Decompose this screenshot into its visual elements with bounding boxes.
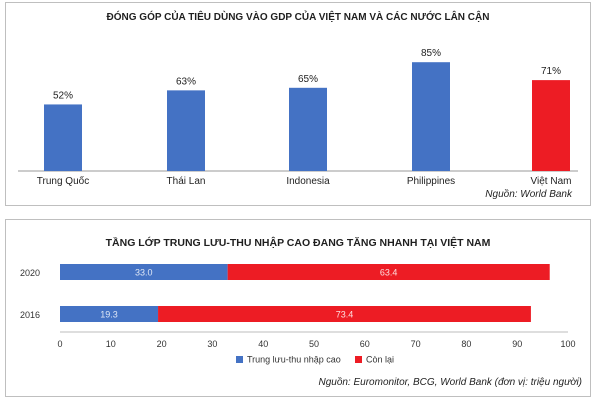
bar: [412, 62, 450, 172]
category-label: Indonesia: [286, 176, 330, 187]
category-label: Philippines: [407, 176, 455, 187]
bar: [167, 90, 205, 171]
tick-label: 10: [106, 339, 116, 349]
chart-source: Nguồn: World Bank: [485, 188, 573, 200]
category-label: 2020: [20, 268, 40, 278]
tick-label: 70: [411, 339, 421, 349]
bar: [532, 80, 570, 171]
chart-title: ĐÓNG GÓP CỦA TIÊU DÙNG VÀO GDP CỦA VIỆT …: [107, 10, 490, 23]
tick-label: 40: [258, 339, 268, 349]
bar-segment: [158, 306, 531, 322]
tick-label: 100: [560, 339, 575, 349]
data-label: 33.0: [135, 268, 153, 278]
chart-source: Nguồn: Euromonitor, BCG, World Bank (đơn…: [318, 376, 582, 388]
data-label: 63.4: [380, 268, 398, 278]
bar: [44, 104, 82, 171]
middle-class-chart-panel: TẦNG LỚP TRUNG LƯU-THU NHẬP CAO ĐANG TĂN…: [5, 219, 591, 397]
category-label: Thái Lan: [167, 176, 206, 187]
tick-label: 30: [207, 339, 217, 349]
tick-label: 0: [57, 339, 62, 349]
middle-class-stacked-bar-chart: TẦNG LỚP TRUNG LƯU-THU NHẬP CAO ĐANG TĂN…: [20, 236, 582, 388]
bar-segment: [60, 306, 159, 322]
legend-label: Trung lưu-thu nhập cao: [247, 355, 341, 365]
legend-swatch: [355, 356, 362, 363]
consumption-chart-panel: ĐÓNG GÓP CỦA TIÊU DÙNG VÀO GDP CỦA VIỆT …: [5, 2, 591, 206]
tick-label: 60: [360, 339, 370, 349]
bar-segment: [227, 264, 550, 280]
data-label: 73.4: [336, 310, 354, 320]
data-label: 71%: [541, 66, 561, 77]
category-label: 2016: [20, 310, 40, 320]
legend-swatch: [236, 356, 243, 363]
data-label: 63%: [176, 76, 196, 87]
data-label: 52%: [53, 90, 73, 101]
data-label: 65%: [298, 74, 318, 85]
bar-segment: [60, 264, 228, 280]
bar: [289, 87, 327, 171]
category-label: Việt Nam: [531, 176, 572, 187]
consumption-bar-chart: ĐÓNG GÓP CỦA TIÊU DÙNG VÀO GDP CỦA VIỆT …: [18, 10, 578, 200]
tick-label: 80: [461, 339, 471, 349]
legend: Trung lưu-thu nhập cao Còn lại: [236, 355, 394, 365]
data-label: 85%: [421, 48, 441, 59]
tick-label: 50: [309, 339, 319, 349]
tick-label: 90: [512, 339, 522, 349]
category-label: Trung Quốc: [37, 175, 89, 187]
tick-label: 20: [157, 339, 167, 349]
legend-label: Còn lại: [366, 355, 394, 365]
data-label: 19.3: [100, 310, 118, 320]
chart-title: TẦNG LỚP TRUNG LƯU-THU NHẬP CAO ĐANG TĂN…: [106, 236, 491, 249]
